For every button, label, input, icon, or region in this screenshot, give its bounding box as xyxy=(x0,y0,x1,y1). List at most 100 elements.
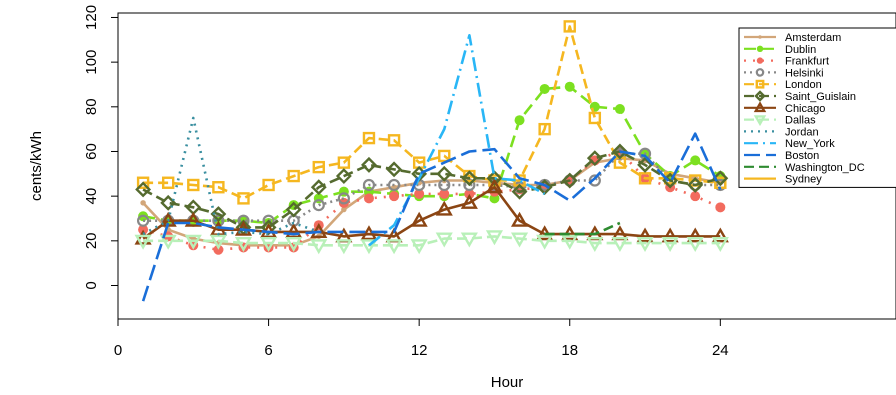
data-point-dallas xyxy=(159,234,177,250)
data-point-saint-guislain xyxy=(260,219,277,236)
y-tick-label: 40 xyxy=(83,188,100,205)
data-point-saint-guislain xyxy=(285,201,302,218)
data-point-saint-guislain xyxy=(511,183,528,200)
data-point-london xyxy=(387,134,401,147)
data-point-frankfurt xyxy=(213,244,224,255)
legend-entry-chicago: Chicago xyxy=(744,101,825,115)
data-point-amsterdam xyxy=(140,200,146,206)
data-point-saint-guislain xyxy=(461,170,478,187)
data-point-helsinki xyxy=(312,198,325,212)
data-point-dublin xyxy=(514,115,525,126)
legend-label-boston: Boston xyxy=(785,150,819,162)
legend-marker-frankfurt xyxy=(756,57,764,64)
legend-entry-saint-guislain: Saint_Guislain xyxy=(744,90,856,103)
legend-label-new-york: New_York xyxy=(785,138,835,150)
legend-label-dallas: Dallas xyxy=(785,115,816,127)
data-point-london xyxy=(588,111,602,125)
data-point-london xyxy=(563,20,576,33)
data-point-dallas xyxy=(536,234,554,250)
legend-entry-amsterdam: Amsterdam xyxy=(744,32,841,44)
data-point-dallas xyxy=(636,236,654,252)
legend-marker-dallas xyxy=(753,115,767,127)
data-point-chicago xyxy=(510,211,529,227)
legend-entry-new-york: New_York xyxy=(744,138,835,150)
data-point-london xyxy=(136,176,150,189)
data-point-dallas xyxy=(285,236,303,252)
data-point-saint-guislain xyxy=(436,165,453,182)
legend-entry-london: London xyxy=(744,79,822,91)
x-tick-label: 24 xyxy=(712,342,729,359)
series-layer xyxy=(134,20,729,302)
legend-marker-saint-guislain xyxy=(754,90,766,102)
data-point-chicago xyxy=(435,200,453,216)
data-point-saint-guislain xyxy=(361,156,377,173)
x-tick-label: 12 xyxy=(411,342,428,359)
data-point-chicago xyxy=(686,227,704,243)
data-point-chicago xyxy=(134,229,152,245)
legend-label-saint-guislain: Saint_Guislain xyxy=(785,91,856,103)
data-point-saint-guislain xyxy=(712,170,729,187)
x-axis: 0 6 12 18 24 xyxy=(114,318,729,359)
data-point-saint-guislain xyxy=(486,170,503,187)
data-point-dallas xyxy=(360,239,378,255)
legend-label-london: London xyxy=(785,79,822,91)
data-point-chicago xyxy=(410,211,428,227)
y-tick-label: 100 xyxy=(83,50,100,75)
series-line-washington-dc xyxy=(544,221,621,236)
data-point-london xyxy=(312,160,325,174)
legend-marker-london xyxy=(755,79,765,89)
legend-marker-helsinki xyxy=(755,68,765,77)
data-point-frankfurt xyxy=(389,191,400,202)
data-point-saint-guislain xyxy=(637,156,653,173)
y-tick-label: 80 xyxy=(83,98,100,115)
series-line-helsinki xyxy=(143,152,721,222)
y-axis-title: cents/kWh xyxy=(28,131,45,201)
data-point-frankfurt xyxy=(363,193,374,204)
y-tick-label: 20 xyxy=(83,232,100,249)
legend-label-dublin: Dublin xyxy=(785,44,816,56)
data-point-saint-guislain xyxy=(135,181,152,198)
legend-label-sydney: Sydney xyxy=(785,174,822,186)
data-point-dallas xyxy=(686,236,704,252)
data-point-dallas xyxy=(510,232,529,248)
data-point-dublin xyxy=(614,104,625,115)
data-point-dublin xyxy=(539,83,550,94)
data-point-london xyxy=(538,122,551,136)
data-point-chicago xyxy=(711,227,729,243)
data-point-london xyxy=(287,169,300,183)
data-point-dallas xyxy=(661,236,679,252)
data-point-dallas xyxy=(561,234,579,250)
data-point-dallas xyxy=(335,239,353,255)
series-line-saint-guislain xyxy=(142,150,721,229)
data-point-dallas xyxy=(184,234,202,250)
data-point-helsinki xyxy=(237,214,250,227)
data-point-chicago xyxy=(636,227,654,243)
data-point-london xyxy=(638,172,652,185)
data-point-dublin xyxy=(690,155,701,166)
data-point-saint-guislain xyxy=(687,177,704,193)
data-point-helsinki xyxy=(362,178,376,192)
data-point-frankfurt xyxy=(715,202,726,213)
data-point-chicago xyxy=(661,227,679,243)
legend-entry-jordan: Jordan xyxy=(744,126,819,138)
data-point-saint-guislain xyxy=(386,161,403,178)
data-point-saint-guislain xyxy=(160,194,177,211)
data-point-saint-guislain xyxy=(611,143,628,160)
legend-entry-boston: Boston xyxy=(744,150,819,162)
data-point-helsinki xyxy=(387,178,401,192)
x-tick-label: 6 xyxy=(264,342,272,359)
legend-entry-washington-dc: Washington_DC xyxy=(744,162,865,174)
data-point-helsinki xyxy=(337,192,350,205)
legend-marker-amsterdam xyxy=(758,35,762,39)
data-point-dallas xyxy=(611,236,629,252)
data-point-dallas xyxy=(260,236,278,252)
y-axis: 0 20 40 60 80 100 120 xyxy=(83,5,119,290)
series-frankfurt xyxy=(138,146,726,255)
series-new-york xyxy=(368,33,546,247)
data-point-dublin xyxy=(564,81,575,92)
data-point-saint-guislain xyxy=(586,150,603,167)
data-point-dublin xyxy=(589,101,600,112)
legend-label-frankfurt: Frankfurt xyxy=(785,56,829,68)
